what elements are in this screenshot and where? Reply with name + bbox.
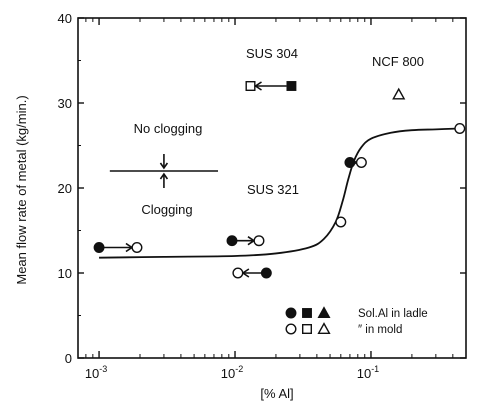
y-tick-label: 30 (58, 96, 72, 111)
data-point-triangle-open (392, 87, 406, 100)
axis-labels: Mean flow rate of metal (kg/min.) [% Al] (14, 95, 294, 401)
clogging-arrow-head (159, 172, 169, 180)
legend-row2-label: ″ in mold (358, 324, 402, 336)
data-point-circle-open (355, 156, 367, 168)
data-point-square-open (245, 80, 256, 91)
annotation-sus321: SUS 321 (247, 182, 299, 197)
fit-curve-layer (99, 127, 460, 259)
annotation-no-clogging: No clogging (134, 121, 203, 136)
y-tick-label: 40 (58, 11, 72, 26)
x-axis-label: [% Al] (260, 386, 293, 401)
legend-marker-circle-filled (285, 307, 297, 319)
legend-marker-triangle-open (317, 322, 331, 335)
y-tick-label: 10 (58, 266, 72, 281)
data-point-circle-filled (260, 267, 272, 279)
data-point-circle-filled (226, 235, 238, 247)
annotation-sus304: SUS 304 (246, 46, 298, 61)
legend: Sol.Al in ladle ″ in mold (285, 306, 428, 336)
x-tick-label: 10-2 (221, 364, 243, 381)
x-tick-label: 10-1 (357, 364, 379, 381)
annotation-ncf800: NCF 800 (372, 54, 424, 69)
annotation-clogging: Clogging (141, 202, 192, 217)
data-point-circle-filled (344, 157, 356, 168)
y-tick-label: 20 (58, 181, 72, 196)
legend-marker-square-open (302, 324, 313, 335)
data-point-circle-open (131, 241, 143, 253)
y-axis-label: Mean flow rate of metal (kg/min.) (14, 95, 29, 284)
data-point-circle-open (454, 122, 466, 134)
legend-marker-triangle-filled (317, 306, 331, 318)
legend-marker-circle-open (285, 323, 297, 335)
x-tick-label: 10-3 (85, 364, 107, 381)
data-point-circle-open (253, 235, 265, 247)
fit-curve (99, 127, 460, 259)
data-point-circle-open (232, 267, 244, 279)
legend-marker-square-filled (302, 308, 312, 318)
y-tick-label: 0 (65, 351, 72, 366)
legend-row1-label: Sol.Al in ladle (358, 308, 428, 320)
no-clogging-arrow-head (159, 162, 169, 170)
data-point-circle-open (335, 216, 347, 228)
annotations-layer: SUS 304 NCF 800 SUS 321 No clogging Clog… (109, 46, 424, 217)
axes: 0 10 20 30 40 10-3 10-2 10-1 (58, 11, 467, 381)
points-layer (93, 80, 466, 279)
data-point-square-filled (286, 81, 297, 91)
data-point-circle-filled (93, 242, 105, 253)
